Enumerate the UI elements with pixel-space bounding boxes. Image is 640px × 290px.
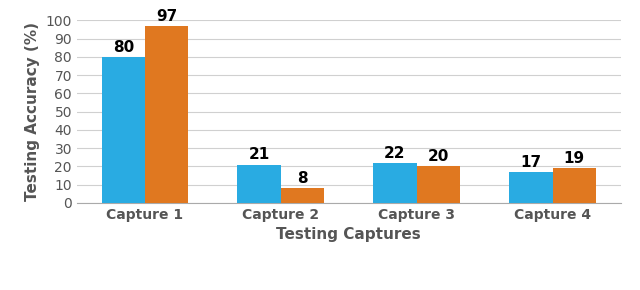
Bar bbox=[417, 166, 460, 203]
Text: 20: 20 bbox=[428, 149, 449, 164]
Bar bbox=[102, 57, 145, 203]
Bar bbox=[373, 163, 417, 203]
Text: 22: 22 bbox=[384, 146, 406, 161]
Bar bbox=[509, 172, 552, 203]
Bar bbox=[237, 165, 281, 203]
Bar bbox=[552, 168, 596, 203]
Text: 80: 80 bbox=[113, 40, 134, 55]
Text: 17: 17 bbox=[520, 155, 541, 170]
X-axis label: Testing Captures: Testing Captures bbox=[276, 227, 421, 242]
Text: 19: 19 bbox=[564, 151, 585, 166]
Text: 8: 8 bbox=[298, 171, 308, 186]
Text: 97: 97 bbox=[156, 9, 177, 23]
Bar bbox=[145, 26, 189, 203]
Text: 21: 21 bbox=[248, 147, 269, 162]
Y-axis label: Testing Accuracy (%): Testing Accuracy (%) bbox=[25, 22, 40, 201]
Bar bbox=[281, 188, 324, 203]
